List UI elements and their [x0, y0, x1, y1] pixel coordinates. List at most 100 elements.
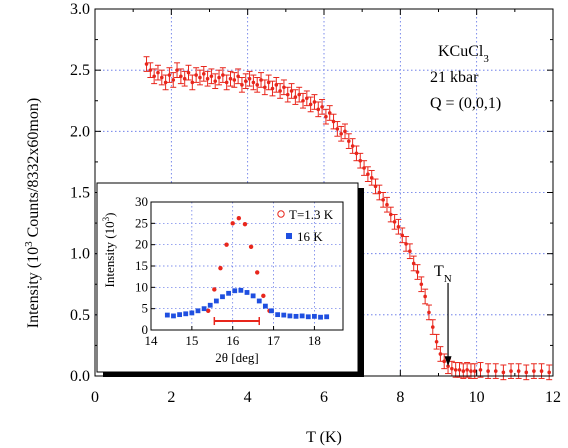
main-data-point: [358, 158, 363, 163]
main-data-point: [224, 80, 229, 85]
main-x-tick-label: 6: [320, 389, 328, 406]
main-data-point: [465, 368, 469, 372]
inset-point-1-3k: [236, 216, 242, 221]
inset-point-16k: [232, 288, 238, 294]
main-data-point: [450, 366, 454, 371]
main-data-point: [461, 369, 466, 373]
main-y-axis-label-pre: Intensity (10: [25, 247, 42, 328]
inset-point-16k: [312, 313, 317, 319]
main-data-point: [163, 80, 168, 85]
inset-y-axis-label-pre: Intensity (10: [102, 221, 117, 287]
main-y-axis-label: Intensity (103 Counts/8332x60mon): [23, 98, 42, 328]
inset-y-tick-label: 10: [135, 279, 148, 294]
main-data-point: [167, 73, 172, 77]
tn-label-sub: N: [444, 273, 452, 285]
main-x-tick-label: 10: [469, 389, 485, 406]
main-data-point: [423, 294, 427, 299]
main-data-point: [354, 151, 359, 156]
main-ticks: 0 2 4 6 8 10 12 0.0 0.5 1.0 1.5 2.0 2.5 3.0: [70, 1, 561, 406]
main-data-point: [532, 369, 536, 373]
main-data-point: [221, 73, 225, 77]
main-data-point: [320, 105, 324, 109]
main-data-point: [201, 72, 206, 76]
legend-marker-1-3k: [277, 210, 285, 218]
main-data-point: [404, 242, 408, 246]
main-data-point: [198, 75, 202, 80]
main-data-point: [446, 364, 450, 369]
main-data-point: [415, 270, 420, 274]
sample-label-sub: 3: [483, 53, 489, 65]
inset-point-16k: [171, 313, 176, 319]
main-data-point: [335, 127, 340, 131]
main-data-point: [278, 89, 282, 93]
inset-point-16k: [189, 310, 195, 316]
main-data-point: [282, 85, 286, 90]
main-data-point: [243, 79, 248, 83]
main-data-point: [324, 114, 328, 119]
main-data-point: [179, 74, 183, 79]
main-data-point: [308, 102, 313, 107]
inset-point-1-3k: [205, 308, 211, 313]
inset-legend: T=1.3 K 16 K: [277, 207, 334, 244]
inset-y-tick-label: 5: [142, 301, 149, 316]
main-data-point: [350, 144, 355, 148]
legend-label: T=1.3 K: [289, 207, 334, 222]
main-data-point: [438, 352, 443, 356]
main-data-point: [186, 70, 191, 75]
main-data-point: [427, 310, 431, 315]
inset-x-axis-label: 2θ [deg]: [215, 350, 258, 365]
main-data-layer: [143, 56, 553, 381]
inset-point-1-3k: [230, 221, 235, 226]
tn-label-main: T: [434, 263, 444, 280]
inset-point-16k: [213, 298, 219, 304]
main-y-tick-label: 3.0: [70, 1, 90, 18]
inset-point-1-3k: [242, 221, 248, 227]
main-data-point: [259, 78, 263, 82]
main-data-point: [209, 74, 214, 79]
main-data-point: [366, 172, 370, 176]
main-data-point: [457, 368, 462, 372]
main-data-point: [408, 249, 412, 254]
inset-point-16k: [238, 287, 244, 293]
main-data-point: [263, 85, 267, 90]
inset-point-16k: [305, 314, 311, 320]
main-y-tick-label: 1.5: [70, 185, 90, 202]
main-y-axis-label-post: Counts/8332x60mon): [25, 98, 42, 242]
inset-point-16k: [324, 314, 330, 320]
tn-arrow-head: [444, 356, 452, 367]
main-y-tick-label: 0.0: [70, 368, 90, 385]
sample-label-main: KCuCl: [438, 43, 484, 60]
inset-point-16k: [201, 306, 207, 312]
main-data-point: [285, 92, 290, 97]
main-data-point: [152, 74, 156, 79]
main-data-point: [509, 369, 513, 373]
main-x-tick-label: 4: [244, 389, 252, 406]
main-data-point: [213, 79, 218, 83]
q-vector-label: Q = (0,0,1): [430, 95, 501, 112]
inset-point-16k: [293, 313, 299, 319]
inset-point-16k: [226, 290, 232, 296]
tn-label: TN: [434, 263, 452, 285]
inset-point-16k: [275, 312, 281, 318]
main-x-axis-label: T (K): [306, 429, 342, 446]
main-data-point: [486, 369, 490, 373]
main-data-point: [293, 95, 298, 99]
main-data-point: [159, 75, 164, 80]
main-data-point: [255, 83, 260, 87]
main-data-point: [493, 369, 498, 373]
main-data-point: [171, 78, 176, 82]
main-data-point: [419, 282, 424, 287]
inset-point-1-3k: [261, 293, 266, 299]
main-data-point: [501, 370, 506, 375]
inset-data-layer: [164, 216, 330, 326]
inset-point-1-3k: [248, 244, 254, 249]
inset-point-16k: [164, 312, 170, 318]
main-data-point: [524, 370, 529, 375]
main-data-point: [430, 325, 435, 329]
inset-point-16k: [262, 303, 268, 309]
main-data-point: [453, 368, 458, 372]
inset-point-16k: [207, 302, 213, 308]
main-x-tick-label: 8: [396, 389, 404, 406]
main-data-point: [232, 78, 237, 82]
